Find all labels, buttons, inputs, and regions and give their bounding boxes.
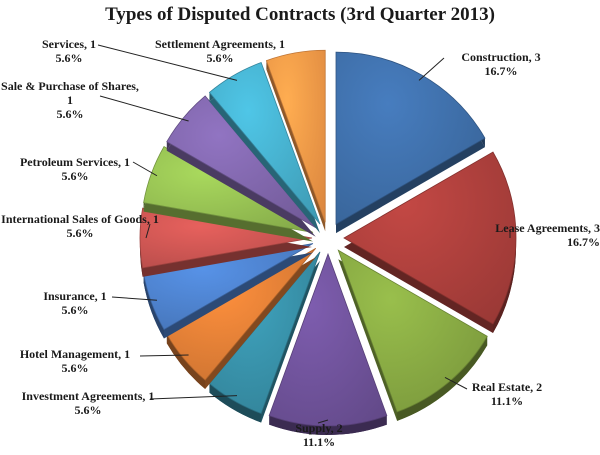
slice-label-name: Supply, 2 bbox=[295, 421, 343, 435]
slice-label-percent: 5.6% bbox=[206, 51, 234, 65]
pie-slice-9 bbox=[143, 145, 314, 242]
slice-label-name: Insurance, 1 bbox=[43, 289, 107, 303]
pie-slice-face bbox=[335, 51, 486, 225]
slice-label-name: Lease Agreements, 3 bbox=[495, 221, 600, 235]
leader-line-3 bbox=[444, 376, 468, 390]
pie-slice-4 bbox=[268, 252, 388, 435]
slice-label-percent: 11.1% bbox=[490, 394, 524, 408]
slice-label-6: Hotel Management, 1 5.6% bbox=[0, 347, 150, 375]
pie-slice-face bbox=[139, 207, 313, 269]
slice-label-percent: 5.6% bbox=[61, 361, 89, 375]
slice-label-9: Petroleum Services, 1 5.6% bbox=[0, 155, 150, 183]
leader-line-6 bbox=[139, 354, 189, 357]
slice-label-name: Hotel Management, 1 bbox=[19, 347, 131, 361]
leader-lines bbox=[97, 44, 511, 424]
pie-slice-face bbox=[143, 145, 314, 233]
leader-line-5 bbox=[149, 395, 238, 400]
pie-slice-2 bbox=[343, 151, 517, 333]
pie-slice-rim bbox=[209, 383, 262, 423]
chart-title: Types of Disputed Contracts (3rd Quarter… bbox=[105, 4, 495, 25]
leader-line-8 bbox=[145, 223, 151, 239]
pie-slices bbox=[139, 49, 517, 435]
pie-slice-1 bbox=[335, 51, 486, 234]
pie-slice-face bbox=[337, 249, 488, 413]
leader-line-10 bbox=[99, 95, 189, 122]
slice-label-name: Sale & Purchase of Shares, 1 bbox=[1, 79, 139, 107]
pie-slice-face bbox=[265, 49, 326, 223]
slice-label-2: Lease Agreements, 3 16.7% bbox=[490, 221, 600, 249]
leader-line-4 bbox=[317, 419, 329, 424]
slice-label-percent: 5.6% bbox=[61, 169, 89, 183]
pie-slice-8 bbox=[139, 207, 313, 277]
slice-label-percent: 16.7% bbox=[484, 64, 518, 78]
pie-slice-face bbox=[208, 62, 321, 225]
pie-slice-6 bbox=[166, 247, 317, 390]
slice-label-5: Investment Agreements, 1 5.6% bbox=[0, 389, 176, 417]
slice-label-name: Services, 1 bbox=[42, 37, 96, 51]
pie-slice-12 bbox=[265, 49, 326, 232]
leader-line-7 bbox=[111, 296, 158, 301]
pie-slice-face bbox=[343, 151, 517, 325]
pie-slice-11 bbox=[208, 62, 321, 234]
slice-label-name: Real Estate, 2 bbox=[471, 380, 543, 394]
leader-line-1 bbox=[418, 57, 445, 81]
slice-label-name: International Sales of Goods, 1 bbox=[1, 212, 159, 226]
slice-label-4: Supply, 2 11.1% bbox=[264, 421, 374, 449]
slice-label-name: Settlement Agreements, 1 bbox=[154, 37, 286, 51]
slice-label-percent: 5.6% bbox=[56, 107, 84, 121]
pie-slice-rim bbox=[397, 336, 488, 421]
pie-slice-7 bbox=[143, 243, 314, 339]
slice-label-7: Insurance, 1 5.6% bbox=[0, 289, 150, 317]
leader-line-9 bbox=[132, 161, 158, 177]
slice-label-percent: 5.6% bbox=[55, 51, 83, 65]
slice-label-percent: 11.1% bbox=[302, 435, 336, 449]
pie-slice-rim bbox=[143, 273, 165, 339]
leader-line-11 bbox=[97, 44, 238, 81]
slice-label-percent: 16.7% bbox=[567, 235, 600, 249]
slice-label-8: International Sales of Goods, 1 5.6% bbox=[0, 212, 160, 240]
pie-slice-rim bbox=[269, 415, 387, 435]
slice-label-name: Construction, 3 bbox=[461, 50, 541, 64]
slice-label-percent: 5.6% bbox=[66, 226, 94, 240]
slice-label-3: Real Estate, 2 11.1% bbox=[442, 380, 572, 408]
pie-slice-face bbox=[166, 95, 317, 229]
slice-label-12: Settlement Agreements, 1 5.6% bbox=[150, 37, 290, 65]
pie-slice-face bbox=[268, 252, 388, 427]
slice-label-percent: 5.6% bbox=[74, 403, 102, 417]
slice-label-11: Services, 1 5.6% bbox=[14, 37, 124, 65]
slice-label-10: Sale & Purchase of Shares, 1 5.6% bbox=[0, 79, 140, 121]
slice-label-name: Investment Agreements, 1 bbox=[21, 389, 155, 403]
slice-label-percent: 5.6% bbox=[61, 303, 89, 317]
slice-label-1: Construction, 3 16.7% bbox=[436, 50, 566, 78]
pie-slice-10 bbox=[166, 95, 317, 237]
slice-label-name: Petroleum Services, 1 bbox=[19, 155, 131, 169]
